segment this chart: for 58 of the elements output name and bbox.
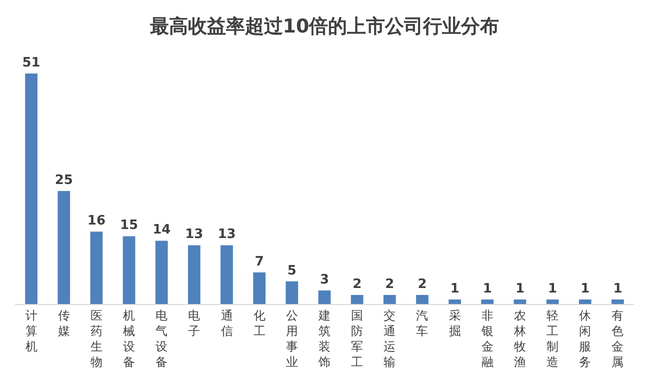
bar (416, 294, 428, 304)
x-tick-label: 电气设备 (156, 308, 168, 370)
bar (546, 299, 559, 304)
data-label: 25 (54, 172, 73, 188)
x-tick-label: 电子 (188, 308, 200, 338)
bar (25, 73, 38, 304)
bar (612, 299, 624, 304)
data-label: 7 (254, 254, 264, 270)
data-label: 1 (450, 281, 460, 296)
bar (188, 245, 200, 304)
data-label: 1 (580, 281, 590, 296)
x-tick-label: 建筑装饰 (318, 308, 330, 370)
x-tick-label: 汽车 (416, 308, 428, 338)
data-label: 14 (152, 222, 171, 238)
bar (514, 299, 526, 304)
data-label: 13 (218, 227, 236, 242)
bar (253, 272, 266, 304)
x-tick-label: 化工 (253, 308, 266, 338)
x-tick-label: 农林牧渔 (512, 308, 526, 370)
x-tick-label: 计算机 (25, 308, 38, 354)
x-tick-label: 机械设备 (123, 308, 136, 370)
data-label: 51 (22, 55, 40, 70)
data-label: 13 (185, 227, 204, 242)
bar (481, 299, 494, 304)
bar (286, 281, 298, 304)
chart-title: 最高收益率超过10倍的上市公司行业分布 (148, 15, 500, 38)
bar (383, 294, 396, 304)
data-label: 2 (385, 276, 394, 292)
x-tick-label: 国防军工 (351, 308, 364, 370)
bar (318, 290, 331, 304)
x-tick-label: 交通运输 (384, 308, 396, 370)
bar (122, 236, 136, 304)
bar (350, 294, 364, 304)
x-tick-label: 有色金属 (612, 308, 624, 370)
data-label: 1 (548, 281, 558, 296)
bar (90, 232, 103, 304)
data-label: 1 (482, 281, 492, 296)
data-label: 2 (352, 276, 362, 292)
x-tick-label: 公用事业 (286, 308, 298, 370)
x-tick-label: 通信 (220, 308, 233, 338)
data-label: 3 (320, 272, 330, 288)
data-label: 5 (287, 263, 296, 278)
x-tick-label: 休闲服务 (579, 308, 592, 370)
data-label: 1 (613, 281, 622, 296)
data-label: 1 (515, 281, 524, 296)
data-label: 15 (120, 218, 138, 234)
data-label: 16 (87, 214, 106, 229)
data-label: 2 (418, 276, 427, 292)
x-tick-label: 非银金融 (480, 308, 494, 370)
x-tick-label: 采掘 (448, 308, 461, 338)
bar (58, 190, 70, 304)
bar (220, 245, 233, 304)
bar (578, 299, 592, 304)
x-tick-label: 传媒 (58, 308, 70, 338)
bar (448, 299, 462, 304)
bar (155, 240, 168, 304)
x-tick-label: 轻工制造 (546, 308, 559, 370)
x-tick-label: 医药生物 (90, 308, 102, 370)
